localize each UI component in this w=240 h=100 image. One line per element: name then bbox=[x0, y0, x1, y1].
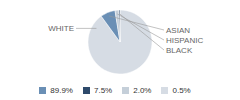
html-text:89.9%: 89.9% bbox=[50, 86, 73, 95]
svg-text:ASIAN: ASIAN bbox=[166, 26, 190, 35]
html-text:7.5%: 7.5% bbox=[94, 86, 113, 95]
svg-text:HISPANIC: HISPANIC bbox=[166, 36, 203, 45]
html-text:2.0%: 2.0% bbox=[133, 86, 152, 95]
svg-text:BLACK: BLACK bbox=[166, 46, 193, 55]
svg-text:WHITE: WHITE bbox=[48, 24, 74, 33]
html-text:0.5%: 0.5% bbox=[172, 86, 191, 95]
